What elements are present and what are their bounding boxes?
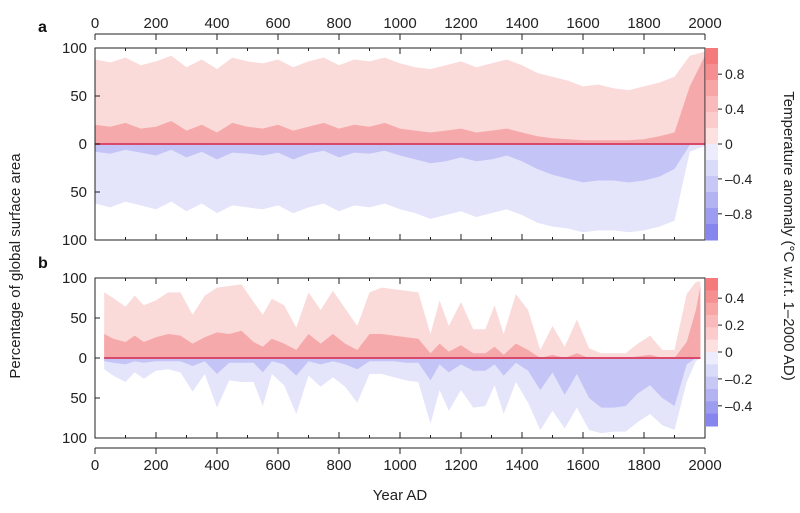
- panel-a: 100 50 0 50 100 0.8 0.4 0 –0.4 –0.8 0 200 400 600 800 1…: [62, 15, 752, 249]
- panel-a-colorbar-cell: [706, 208, 718, 225]
- panel-b-cbtick-label: –0.4: [725, 398, 752, 414]
- panel-a-colorbar-cell: [706, 144, 718, 161]
- panel-a-ytick-label: 100: [62, 40, 87, 57]
- panel-a-colorbar-cell: [706, 48, 718, 65]
- panel-b: 100 50 0 50 100 0.4 0.2 0 –0.2 –0.4 0 200 400 600 800 1…: [62, 270, 752, 474]
- panel-a-ytick-label: 50: [70, 184, 87, 201]
- top-axis-label: 600: [265, 15, 290, 32]
- bottom-axis-label: 1800: [627, 457, 660, 474]
- panel-a-cbtick-label: 0: [725, 136, 733, 152]
- panel-b-ytick-label: 0: [79, 350, 87, 367]
- top-axis-label: 1400: [505, 15, 538, 32]
- top-axis-label: 400: [204, 15, 229, 32]
- panel-b-label: b: [38, 255, 48, 272]
- panel-b-colorbar-cell: [706, 413, 718, 427]
- y-axis-label: Percentage of global surface area: [7, 153, 24, 379]
- bottom-axis-label: 2000: [688, 457, 721, 474]
- bottom-axis-label: 800: [326, 457, 351, 474]
- panel-a-colorbar-cell: [706, 96, 718, 113]
- panel-b-colorbar-cell: [706, 352, 718, 365]
- top-axis-label: 1200: [444, 15, 477, 32]
- panel-a-colorbar-cell: [706, 80, 718, 97]
- bottom-axis-label: 600: [265, 457, 290, 474]
- bottom-axis-label: 1200: [444, 457, 477, 474]
- top-axis-label: 1600: [566, 15, 599, 32]
- panel-a-warm-area: [95, 51, 705, 144]
- panel-a-cold-strong-area: [95, 144, 705, 183]
- panel-a-colorbar-cell: [706, 192, 718, 209]
- panel-b-colorbar-cell: [706, 315, 718, 328]
- panel-a-cbtick-label: –0.4: [725, 171, 752, 187]
- panel-a-colorbar-cell: [706, 176, 718, 193]
- top-axis-label: 1000: [383, 15, 416, 32]
- panel-b-cbtick-label: 0.2: [725, 317, 745, 333]
- panel-b-cold-area: [104, 358, 701, 434]
- top-axis-label: 200: [143, 15, 168, 32]
- panel-b-colorbar-cell: [706, 302, 718, 316]
- common-labels: a b Percentage of global surface area Ye…: [7, 19, 797, 504]
- top-axis-label: 2000: [688, 15, 721, 32]
- top-axis-label: 0: [91, 15, 99, 32]
- panel-a-colorbar-cell: [706, 128, 718, 145]
- panel-b-ytick-label: 50: [70, 310, 87, 327]
- x-axis-label: Year AD: [373, 487, 428, 504]
- bottom-axis-label: 1000: [383, 457, 416, 474]
- bottom-axis-label: 0: [91, 457, 99, 474]
- panel-b-colorbar-cell: [706, 339, 718, 353]
- panel-b-colorbar-cell: [706, 376, 718, 390]
- panel-a-colorbar-cell: [706, 64, 718, 81]
- colorbar-label: Temperature anomaly (°C w.r.t. 1–2000 AD…: [780, 91, 797, 380]
- panel-a-colorbar-cell: [706, 160, 718, 177]
- panel-a-label: a: [38, 19, 47, 36]
- panel-a-ytick-label: 50: [70, 88, 87, 105]
- bottom-axis-label: 1600: [566, 457, 599, 474]
- panel-b-colorbar-cell: [706, 364, 718, 378]
- bottom-axis-label: 400: [204, 457, 229, 474]
- panel-b-warm-mid-area: [104, 286, 701, 358]
- panel-a-warm-strong-area: [95, 55, 705, 145]
- top-axis-label: 1800: [627, 15, 660, 32]
- panel-b-colorbar-cell: [706, 389, 718, 402]
- panel-b-warm-area: [104, 281, 701, 358]
- panel-a-ytick-label: 0: [79, 136, 87, 153]
- panel-b-ytick-label: 100: [62, 270, 87, 287]
- bottom-axis-label: 200: [143, 457, 168, 474]
- panel-a-ytick-label: 100: [62, 232, 87, 249]
- panel-b-cold-strong-area: [104, 358, 701, 408]
- panel-b-ytick-label: 100: [62, 430, 87, 447]
- panel-b-cbtick-label: 0: [725, 344, 733, 360]
- bottom-axis-label: 1400: [505, 457, 538, 474]
- panel-b-colorbar-cell: [706, 290, 718, 304]
- panel-b-colorbar-cell: [706, 401, 718, 415]
- panel-a-cbtick-label: 0.8: [725, 66, 745, 82]
- panel-b-cbtick-label: –0.2: [725, 371, 752, 387]
- panel-b-colorbar-cell: [706, 327, 718, 341]
- panel-a-cbtick-label: –0.8: [725, 206, 752, 222]
- panel-b-ytick-label: 50: [70, 390, 87, 407]
- top-axis-label: 800: [326, 15, 351, 32]
- panel-a-colorbar-cell: [706, 224, 718, 241]
- panel-b-cbtick-label: 0.4: [725, 290, 745, 306]
- panel-b-colorbar-cell: [706, 278, 718, 291]
- panel-a-colorbar-cell: [706, 112, 718, 129]
- panel-a-cbtick-label: 0.4: [725, 101, 745, 117]
